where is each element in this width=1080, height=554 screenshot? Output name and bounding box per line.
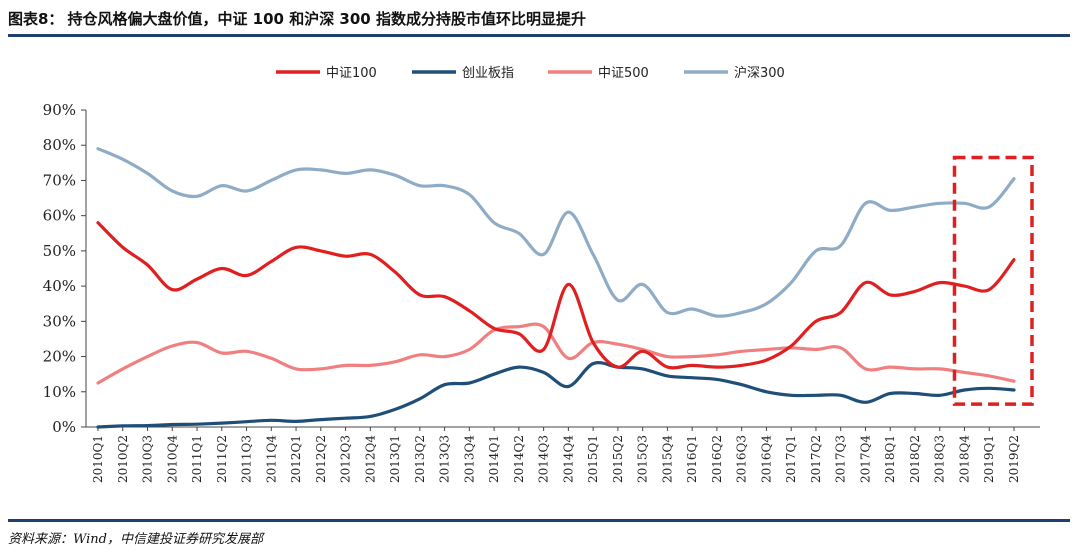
x-tick-label: 2013Q3 (438, 435, 452, 483)
x-tick-label: 2013Q2 (413, 435, 427, 483)
x-tick-label: 2013Q1 (388, 435, 402, 483)
x-tick-label: 2014Q3 (537, 435, 551, 483)
x-tick-label: 2016Q2 (710, 435, 724, 483)
x-tick-label: 2010Q4 (165, 435, 179, 483)
y-tick-label: 50% (43, 242, 76, 260)
x-tick-label: 2015Q2 (611, 435, 625, 483)
x-tick-label: 2014Q1 (487, 435, 501, 483)
x-tick-label: 2019Q2 (1007, 435, 1021, 483)
y-tick-label: 20% (43, 348, 76, 366)
x-tick-label: 2015Q3 (636, 435, 650, 483)
x-tick-label: 2018Q1 (883, 435, 897, 483)
y-tick-label: 30% (43, 312, 76, 330)
legend-label: 中证500 (598, 66, 649, 81)
y-tick-label: 80% (43, 136, 76, 154)
chart-title: 图表8： 持仓风格偏大盘价值，中证 100 和沪深 300 指数成分持股市值环比明… (8, 8, 590, 29)
source-note: 资料来源：Wind，中信建投证券研究发展部 (8, 532, 263, 547)
x-tick-label: 2015Q4 (660, 435, 674, 483)
y-tick-label: 60% (43, 207, 76, 225)
x-tick-label: 2018Q2 (908, 435, 922, 483)
x-tick-label: 2010Q2 (116, 435, 130, 483)
x-tick-label: 2013Q4 (462, 435, 476, 483)
x-tick-label: 2017Q2 (809, 435, 823, 483)
x-tick-label: 2016Q4 (759, 435, 773, 483)
x-tick-label: 2018Q4 (957, 435, 971, 483)
x-tick-label: 2017Q1 (784, 435, 798, 483)
x-tick-label: 2011Q4 (264, 435, 278, 483)
x-tick-label: 2011Q2 (215, 435, 229, 483)
x-tick-label: 2012Q2 (314, 435, 328, 483)
top-rule (8, 34, 1070, 37)
x-tick-label: 2011Q3 (240, 435, 254, 483)
x-tick-label: 2012Q4 (363, 435, 377, 483)
x-tick-label: 2012Q3 (339, 435, 353, 483)
series-line-1 (96, 361, 1016, 429)
x-tick-label: 2017Q3 (834, 435, 848, 483)
x-tick-label: 2014Q4 (561, 435, 575, 483)
x-tick-label: 2018Q3 (933, 435, 947, 483)
x-tick-label: 2010Q1 (91, 435, 105, 483)
x-tick-label: 2011Q1 (190, 435, 204, 483)
figure-label: 图表8： (8, 10, 64, 28)
y-tick-label: 0% (52, 418, 76, 436)
series-line-2 (96, 322, 1016, 385)
legend-label: 创业板指 (462, 66, 514, 81)
y-tick-label: 90% (43, 101, 76, 119)
y-tick-label: 70% (43, 171, 76, 189)
x-tick-label: 2014Q2 (512, 435, 526, 483)
legend-label: 沪深300 (734, 65, 785, 81)
y-tick-label: 10% (43, 383, 76, 401)
x-tick-label: 2017Q4 (858, 435, 872, 483)
title-text: 持仓风格偏大盘价值，中证 100 和沪深 300 指数成分持股市值环比明显提升 (67, 10, 586, 28)
x-tick-label: 2019Q1 (982, 435, 996, 483)
x-tick-label: 2010Q3 (141, 435, 155, 483)
x-tick-label: 2016Q1 (685, 435, 699, 483)
bottom-rule (8, 519, 1070, 522)
series-line-0 (96, 221, 1016, 370)
y-tick-label: 40% (43, 277, 76, 295)
x-tick-label: 2012Q1 (289, 435, 303, 483)
series-line-3 (96, 147, 1016, 318)
x-tick-label: 2015Q1 (586, 435, 600, 483)
highlight-box (952, 155, 1034, 406)
x-tick-label: 2016Q3 (735, 435, 749, 483)
legend-label: 中证100 (326, 66, 377, 81)
